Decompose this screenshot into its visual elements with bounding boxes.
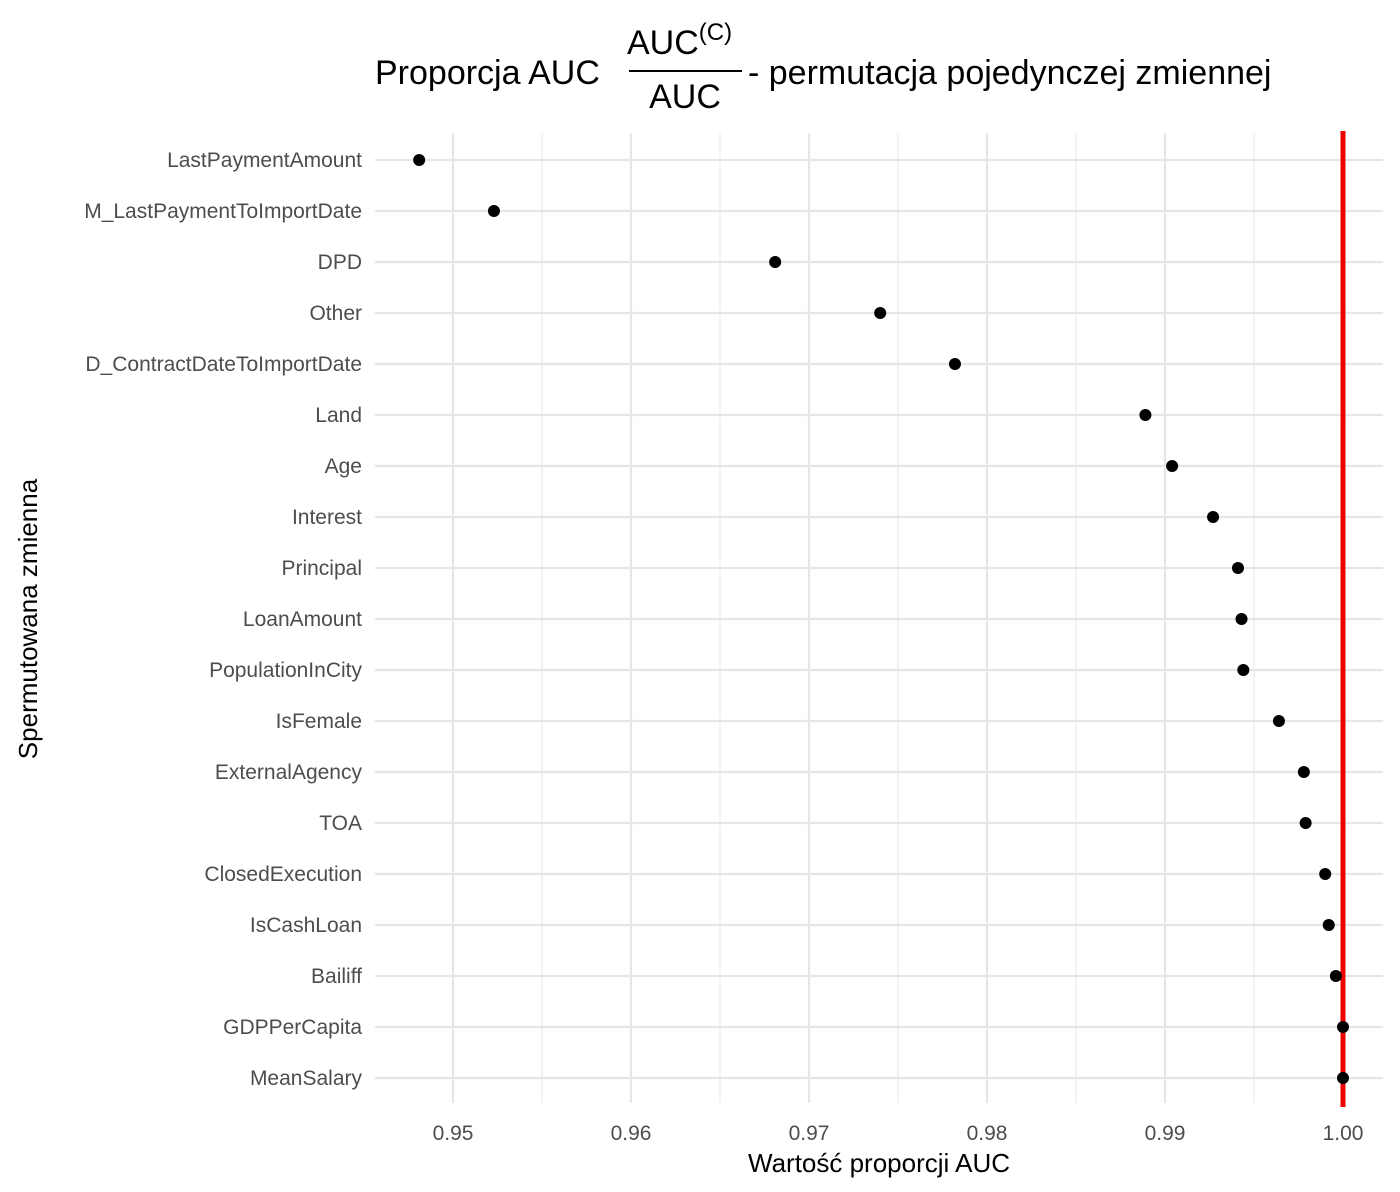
y-tick-label: Other bbox=[309, 302, 362, 325]
title-prefix: Proporcja AUC bbox=[375, 54, 600, 92]
y-tick-label: D_ContractDateToImportDate bbox=[85, 353, 362, 376]
chart-title: Proporcja AUC AUC(C) AUC - permutacja po… bbox=[375, 19, 1271, 116]
y-axis-title: Spermutowana zmienna bbox=[13, 478, 43, 759]
data-point bbox=[1207, 511, 1220, 523]
data-point bbox=[487, 205, 500, 217]
x-tick-label: 0.99 bbox=[1145, 1122, 1186, 1145]
data-point bbox=[1329, 970, 1342, 982]
data-point bbox=[1235, 613, 1248, 625]
data-point bbox=[1139, 409, 1152, 421]
y-tick-label: DPD bbox=[318, 251, 362, 274]
y-tick-label: Bailiff bbox=[311, 965, 362, 988]
y-tick-label: Land bbox=[315, 404, 362, 427]
y-tick-label: LoanAmount bbox=[243, 608, 362, 631]
data-point bbox=[1297, 766, 1310, 778]
x-tick-label: 0.95 bbox=[433, 1122, 474, 1145]
data-point bbox=[1319, 868, 1332, 880]
x-tick-label: 0.96 bbox=[611, 1122, 652, 1145]
data-point bbox=[874, 307, 887, 319]
data-point bbox=[1299, 817, 1312, 829]
y-tick-label: MeanSalary bbox=[250, 1067, 363, 1090]
y-tick-label: TOA bbox=[319, 812, 362, 835]
y-tick-label: LastPaymentAmount bbox=[167, 149, 362, 172]
y-tick-label: IsCashLoan bbox=[250, 914, 362, 937]
x-tick-label: 1.00 bbox=[1323, 1122, 1364, 1145]
title-numerator: AUC(C) bbox=[627, 19, 732, 62]
y-tick-label: Interest bbox=[292, 506, 362, 529]
title-numerator-superscript: (C) bbox=[699, 19, 732, 46]
data-point bbox=[413, 154, 426, 166]
x-tick-label: 0.97 bbox=[789, 1122, 830, 1145]
data-points bbox=[413, 154, 1349, 1084]
data-point bbox=[1237, 664, 1250, 676]
data-point bbox=[1337, 1021, 1349, 1033]
data-point bbox=[1166, 460, 1179, 472]
y-tick-label: GDPPerCapita bbox=[223, 1016, 362, 1039]
y-tick-label: PopulationInCity bbox=[209, 659, 362, 682]
x-axis-tick-labels: 0.95 0.96 0.97 0.98 0.99 1.00 bbox=[433, 1122, 1364, 1145]
title-denominator: AUC bbox=[649, 78, 721, 116]
data-point bbox=[1337, 1072, 1349, 1084]
y-tick-label: IsFemale bbox=[276, 710, 362, 733]
y-tick-label: Age bbox=[325, 455, 362, 478]
title-numerator-base: AUC bbox=[627, 24, 699, 62]
data-point bbox=[1272, 715, 1285, 727]
y-tick-label: M_LastPaymentToImportDate bbox=[84, 200, 362, 223]
y-tick-label: Principal bbox=[281, 557, 362, 580]
y-axis-tick-labels: LastPaymentAmount M_LastPaymentToImportDa… bbox=[84, 149, 362, 1090]
y-tick-label: ExternalAgency bbox=[215, 761, 363, 784]
y-tick-label: ClosedExecution bbox=[204, 863, 362, 886]
data-point bbox=[948, 358, 961, 370]
data-point bbox=[1231, 562, 1244, 574]
x-tick-label: 0.98 bbox=[967, 1122, 1008, 1145]
data-point bbox=[769, 256, 782, 268]
title-suffix: - permutacja pojedynczej zmiennej bbox=[748, 54, 1271, 92]
data-point bbox=[1322, 919, 1335, 931]
x-axis-title: Wartość proporcji AUC bbox=[748, 1148, 1010, 1178]
